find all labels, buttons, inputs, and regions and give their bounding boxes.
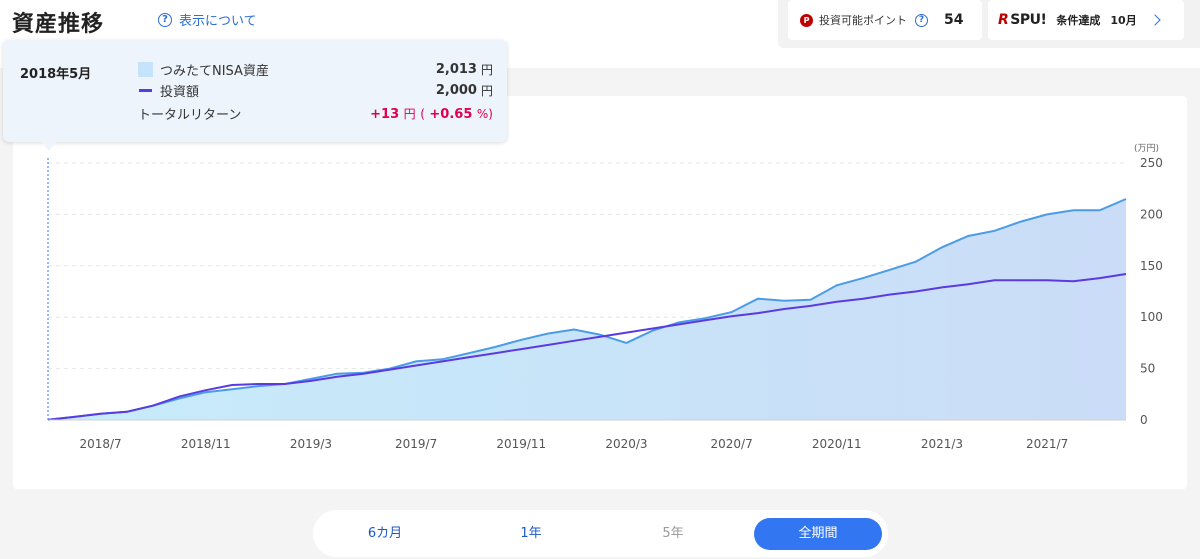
- y-tick-label-200: 200: [1140, 207, 1163, 221]
- tooltip-asset-amount: 2,013: [435, 61, 477, 77]
- tooltip-invest-amount: 2,000: [435, 82, 477, 98]
- chevron-right-icon: [1149, 14, 1161, 26]
- y-tick-label-50: 50: [1140, 362, 1155, 376]
- period-6-months-button[interactable]: 6カ月: [367, 526, 403, 541]
- investable-points-card: P 投資可能ポイント ? 54: [788, 0, 982, 40]
- spu-status-card[interactable]: R SPU! 条件達成 10月: [988, 0, 1184, 40]
- y-unit-label: (万円): [1134, 143, 1159, 154]
- investable-points-label: 投資可能ポイント: [819, 14, 907, 27]
- invest-series-line: [47, 273, 1127, 421]
- tooltip-asset-unit: 円: [480, 62, 493, 77]
- tooltip-row-return: トータルリターン +13 円 ( +0.65 %): [138, 103, 493, 123]
- asset-area-fill: [48, 199, 1126, 420]
- invest-legend-swatch: [139, 88, 152, 92]
- tooltip-invest-unit: 円: [480, 83, 493, 98]
- period-1-year-button[interactable]: 1年: [520, 526, 542, 541]
- y-tick-label-0: 0: [1140, 413, 1148, 427]
- x-tick-label: 2020/7: [711, 437, 753, 451]
- y-tick-label-250: 250: [1140, 156, 1163, 170]
- x-tick-label: 2019/7: [395, 437, 437, 451]
- x-tick-label: 2020/11: [812, 437, 862, 451]
- period-5-years-button[interactable]: 5年: [662, 526, 684, 541]
- display-help-label: 表示について: [179, 14, 257, 29]
- tooltip-return-label: トータルリターン: [138, 107, 242, 123]
- tooltip-asset-label: つみたてNISA資産: [160, 63, 269, 79]
- rakuten-point-icon: P: [800, 13, 813, 27]
- tooltip-return-value: +13 円 ( +0.65 %): [370, 106, 493, 122]
- x-tick-label: 2019/3: [290, 437, 332, 451]
- x-tick-label: 2018/7: [79, 437, 121, 451]
- investable-points-value: 54: [944, 12, 964, 28]
- period-all-button[interactable]: 全期間: [754, 518, 882, 550]
- asset-history-chart[interactable]: 0 50 100 150 200 250 (万円) 2018/7 2018/11 2019/3 20…: [13, 96, 1187, 489]
- tooltip-invest-label: 投資額: [160, 84, 200, 100]
- asset-series-line: [47, 198, 1127, 421]
- chart-tooltip: 2018年5月 つみたてNISA資産 2,013 円 投資額 2,000 円 ト…: [3, 40, 507, 142]
- display-help-link[interactable]: ? 表示について: [158, 10, 257, 29]
- x-tick-label: 2019/11: [496, 437, 546, 451]
- asset-chart-card: 0 50 100 150 200 250 (万円) 2018/7 2018/11 2019/3 20…: [13, 96, 1187, 489]
- x-tick-label: 2021/3: [921, 437, 963, 451]
- tooltip-row-invest: 投資額 2,000 円: [138, 80, 493, 100]
- page-title: 資産推移: [12, 12, 105, 37]
- spu-logo: R SPU!: [998, 12, 1047, 28]
- x-tick-label: 2018/11: [181, 437, 231, 451]
- points-help-icon[interactable]: ?: [915, 13, 928, 27]
- tooltip-row-asset: つみたてNISA資産 2,013 円: [138, 59, 493, 79]
- question-icon: ?: [158, 12, 172, 27]
- x-tick-label: 2020/3: [605, 437, 647, 451]
- spu-month: 10月: [1110, 14, 1137, 27]
- x-tick-label: 2021/7: [1026, 437, 1068, 451]
- asset-legend-swatch: [138, 61, 153, 77]
- tooltip-date: 2018年5月: [20, 67, 92, 82]
- tooltip-pointer: [40, 140, 58, 151]
- period-selector: 6カ月 1年 5年 全期間: [313, 510, 888, 557]
- y-tick-label-100: 100: [1140, 310, 1163, 324]
- spu-condition-status: 条件達成: [1056, 14, 1101, 27]
- y-tick-label-150: 150: [1140, 259, 1163, 273]
